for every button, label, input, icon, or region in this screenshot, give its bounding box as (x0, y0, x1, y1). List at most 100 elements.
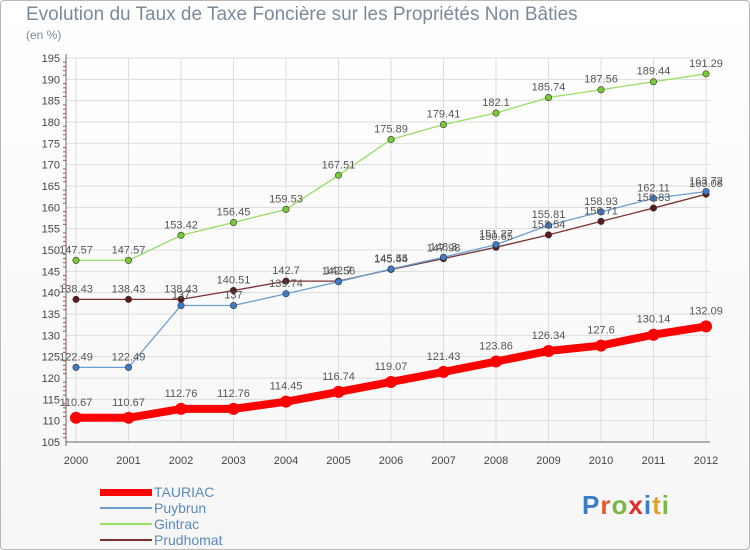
data-point-puybrun (544, 221, 552, 229)
legend-label: Prudhomat (154, 532, 223, 548)
data-label-tauriac: 110.67 (112, 397, 145, 409)
data-point-puybrun (439, 253, 447, 261)
data-point-tauriac (280, 395, 292, 408)
data-point-prudhomat (230, 286, 238, 294)
data-label-prudhomat: 147.98 (427, 243, 461, 255)
logo-letter: i (661, 490, 670, 520)
y-tick-label: 120 (42, 373, 60, 385)
data-point-puybrun (230, 301, 238, 309)
data-point-gintrac (439, 121, 447, 129)
y-tick-label: 130 (42, 330, 60, 342)
y-tick-label: 160 (42, 202, 60, 214)
legend-item-prudhomat: Prudhomat (100, 532, 300, 548)
legend-swatch (100, 539, 152, 541)
x-tick-label: 2010 (589, 455, 613, 467)
data-label-tauriac: 126.34 (532, 330, 566, 342)
chart-unit: (en %) (26, 28, 62, 42)
data-label-puybrun: 137 (172, 289, 190, 301)
x-tick-label: 2002 (169, 455, 193, 467)
data-point-puybrun (282, 290, 290, 298)
data-point-puybrun (177, 301, 185, 309)
y-tick-label: 155 (42, 224, 60, 236)
data-label-prudhomat: 138.43 (164, 283, 198, 295)
data-label-gintrac: 185.74 (532, 82, 566, 94)
x-tick-label: 2005 (326, 455, 350, 467)
logo-letter: x (628, 490, 644, 520)
data-label-puybrun: 163.72 (689, 175, 723, 187)
x-tick-label: 2004 (274, 455, 298, 467)
legend-swatch (100, 507, 152, 509)
logo-letter: P (582, 490, 601, 520)
data-label-tauriac: 123.86 (479, 341, 513, 353)
data-label-gintrac: 156.45 (217, 206, 251, 218)
data-point-tauriac (332, 385, 345, 398)
x-tick-label: 2008 (484, 455, 508, 467)
y-tick-label: 175 (42, 138, 60, 150)
data-label-gintrac: 167.51 (322, 159, 356, 171)
data-label-prudhomat: 140.51 (217, 274, 251, 286)
legend-label: TAURIAC (154, 484, 215, 500)
x-tick-label: 2011 (642, 455, 666, 467)
legend-item-puybrun: Puybrun (100, 500, 300, 516)
data-label-prudhomat: 138.43 (59, 283, 93, 295)
logo-letter: i (643, 490, 653, 520)
data-label-puybrun: 145.55 (374, 253, 408, 265)
data-point-gintrac (177, 231, 185, 239)
y-tick-label: 135 (42, 309, 60, 321)
data-label-gintrac: 187.56 (584, 74, 618, 86)
y-tick-label: 145 (42, 266, 60, 278)
x-tick-label: 2012 (694, 455, 718, 467)
data-label-prudhomat: 138.43 (112, 283, 146, 295)
y-tick-label: 170 (42, 160, 60, 172)
y-tick-label: 165 (42, 181, 60, 193)
data-label-gintrac: 153.42 (164, 219, 198, 231)
legend-item-gintrac: Gintrac (100, 516, 300, 532)
legend-swatch (100, 488, 152, 496)
x-tick-label: 2001 (116, 455, 140, 467)
data-label-tauriac: 116.74 (322, 371, 355, 383)
data-point-tauriac (700, 320, 712, 333)
data-label-tauriac: 130.14 (637, 314, 671, 326)
data-label-puybrun: 139.74 (269, 278, 303, 290)
data-point-prudhomat (597, 217, 605, 225)
data-point-tauriac (70, 411, 82, 424)
data-point-puybrun (649, 194, 657, 202)
data-point-gintrac (387, 136, 395, 144)
data-label-puybrun: 122.49 (112, 351, 146, 363)
data-labels: 110.67 110.67 112.76 112.76 114.45 116.74 119.… (59, 58, 723, 409)
data-point-gintrac (334, 171, 342, 179)
data-label-gintrac: 191.29 (689, 58, 723, 70)
x-tick-label: 2009 (536, 455, 560, 467)
data-label-puybrun: 137 (224, 289, 242, 301)
data-point-gintrac (649, 78, 657, 86)
data-point-puybrun (492, 241, 500, 249)
data-point-gintrac (492, 109, 500, 117)
y-tick-label: 195 (42, 53, 60, 65)
data-label-tauriac: 132.09 (689, 305, 723, 317)
data-point-gintrac (544, 94, 552, 102)
data-label-puybrun: 142.56 (322, 266, 356, 278)
data-label-puybrun: 122.49 (59, 351, 93, 363)
data-label-tauriac: 110.67 (60, 397, 93, 409)
data-label-tauriac: 112.76 (217, 388, 250, 400)
data-label-tauriac: 114.45 (270, 381, 303, 393)
data-label-prudhomat: 156.71 (584, 205, 618, 217)
data-point-gintrac (282, 205, 290, 213)
data-label-gintrac: 159.53 (269, 193, 303, 205)
data-label-prudhomat: 150.65 (479, 231, 513, 243)
logo-letter: t (652, 490, 662, 520)
y-tick-label: 110 (42, 416, 60, 428)
data-point-tauriac (227, 402, 240, 415)
data-point-gintrac (72, 256, 80, 264)
data-point-puybrun (125, 363, 133, 371)
data-point-puybrun (72, 363, 80, 371)
data-label-gintrac: 182.1 (482, 97, 510, 109)
data-label-puybrun: 155.81 (532, 209, 566, 221)
data-label-prudhomat: 142.7 (325, 265, 353, 277)
y-tick-label: 140 (42, 288, 60, 300)
data-label-puybrun: 151.27 (479, 229, 513, 241)
chart-title: Evolution du Taux de Taxe Foncière sur l… (26, 4, 578, 25)
data-label-tauriac: 121.43 (427, 351, 461, 363)
